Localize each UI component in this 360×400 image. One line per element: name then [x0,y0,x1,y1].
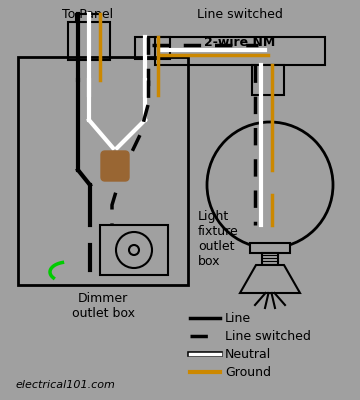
FancyBboxPatch shape [101,151,129,181]
Bar [252,65,284,95]
Text: Line: Line [225,312,251,324]
Bar [155,37,325,65]
Text: Light
fixture
outlet
box: Light fixture outlet box [198,210,239,268]
Bar [135,37,170,59]
Bar [18,57,188,285]
Text: electrical101.com: electrical101.com [15,380,115,390]
Bar [68,22,110,60]
Text: Dimmer
outlet box: Dimmer outlet box [72,292,135,320]
Polygon shape [240,265,300,293]
Text: Line switched: Line switched [197,8,283,21]
Text: 2-wire NM: 2-wire NM [204,36,276,50]
Bar [100,225,168,275]
Bar [262,253,278,265]
Text: Neutral: Neutral [225,348,271,360]
Text: Ground: Ground [225,366,271,378]
Text: To Panel: To Panel [62,8,113,21]
Bar [250,243,290,253]
Text: Line switched: Line switched [225,330,311,342]
